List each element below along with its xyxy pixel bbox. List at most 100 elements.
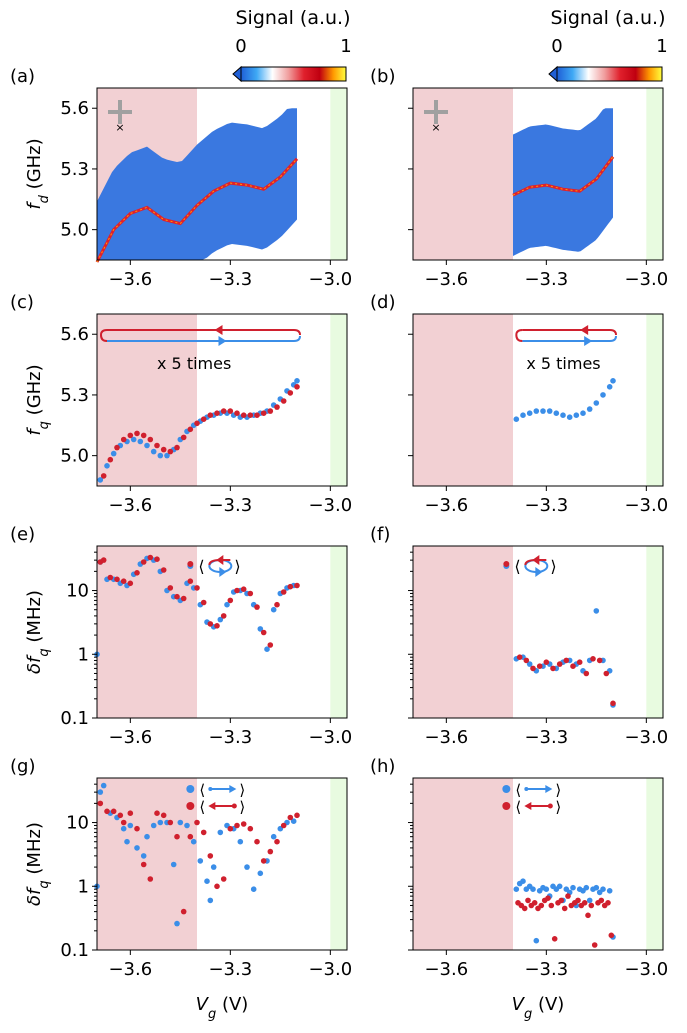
data-point [140,853,147,859]
data-point [97,789,104,795]
shade-red-region [413,546,513,718]
data-point [170,861,177,868]
data-point [294,384,300,390]
data-point [207,621,214,627]
x-tick-label: −3.3 [208,727,252,748]
shade-green-region [646,778,663,950]
data-point [154,810,160,816]
bracket-close-icon: ⟩ [234,557,240,576]
data-point [523,657,530,664]
x-tick-label: −3.3 [208,495,252,516]
x-tick-label: −3.0 [308,495,352,516]
arrow-dot [524,787,529,791]
data-point [167,448,174,455]
data-point [287,583,294,590]
axes-frame [96,87,348,261]
data-point [134,825,140,832]
data-point [280,822,287,829]
data-point [546,408,553,414]
data-point [580,410,586,417]
data-point [583,884,590,891]
data-point [551,936,558,942]
data-point [570,663,576,669]
data-point [120,825,127,832]
data-point [566,414,573,421]
data-point [264,646,270,652]
series-blue [94,782,297,927]
data-point [157,452,164,459]
axes-frame [412,545,664,719]
series-red [100,384,300,479]
y-axis-label: fd (GHz) [24,138,52,209]
x-tick-label: −3.0 [308,727,352,748]
data-point [147,436,154,443]
bracket-open-icon: ⟨ [514,557,520,576]
loop-bottom [107,335,301,342]
panel-g: −3.6 −3.3 −3.0 0.1 1 10 (g) δfq (MHz) Vg (V) ⟨ ⟩ ⟨ ⟩ [10,756,352,1022]
data-point [244,864,250,870]
axes-frame [412,87,664,261]
colorbar-label: Signal (a.u.) [236,7,351,29]
series-red [516,654,616,707]
data-point [134,430,140,437]
bracket-close-icon: ⟩ [550,557,556,576]
data-point [287,814,294,821]
x-tick-label: −3.3 [524,269,568,290]
data-point [603,670,610,677]
data-point [606,384,613,390]
repeat-annotation: x 5 times [526,354,600,373]
data-point [154,442,160,449]
shade-green-region [646,88,663,260]
data-point [114,576,120,583]
resonance-line [512,155,615,197]
data-point [586,406,593,412]
y-tick-label: 5.0 [60,446,89,467]
resonance-line [95,157,299,263]
legend-marker-red [187,561,194,567]
data-point [590,656,596,662]
data-point [207,412,214,419]
panel-b: × −3.6 −3.3 −3.0 (b) [370,66,668,290]
y-tick-label: 5.0 [60,220,89,241]
arrow-left-icon [524,802,532,810]
data-point [184,822,190,829]
data-point [174,920,180,927]
data-point [234,587,240,594]
colorbar-tick-max: 1 [340,36,351,57]
bracket-close-icon: ⟩ [555,798,561,816]
data-point [167,585,174,591]
data-point [234,822,240,829]
data-point [124,838,130,845]
sweep-loop-icon [515,325,617,346]
legend-marker [186,785,195,793]
data-point [585,912,591,919]
shade-red-region [97,546,197,718]
x-tick-label: −3.3 [524,727,568,748]
bracket-open-icon: ⟨ [515,798,521,816]
y-tick-label: 10 [66,813,89,834]
bracket-close-icon: ⟩ [239,798,245,816]
data-point [610,378,616,384]
data-point [550,665,556,672]
data-point [543,886,550,892]
data-point [127,580,134,587]
arrow-left-icon [214,325,223,335]
loop-left [99,329,108,342]
data-point [247,590,254,597]
series-blue [513,378,616,423]
panel-label: (h) [370,756,395,777]
data-point [214,410,220,417]
loop-left [515,329,523,342]
y-axis-label: δfq (MHz) [24,822,52,906]
data-point [294,812,300,819]
loop-top [522,329,617,336]
shade-red-region [413,778,513,950]
axes-frame [412,313,664,487]
data-point [104,463,110,469]
x-tick-label: −3.6 [108,727,152,748]
data-point [521,905,528,912]
data-point [237,838,244,845]
data-point [207,897,214,904]
data-point [147,554,154,561]
data-point [100,473,107,479]
